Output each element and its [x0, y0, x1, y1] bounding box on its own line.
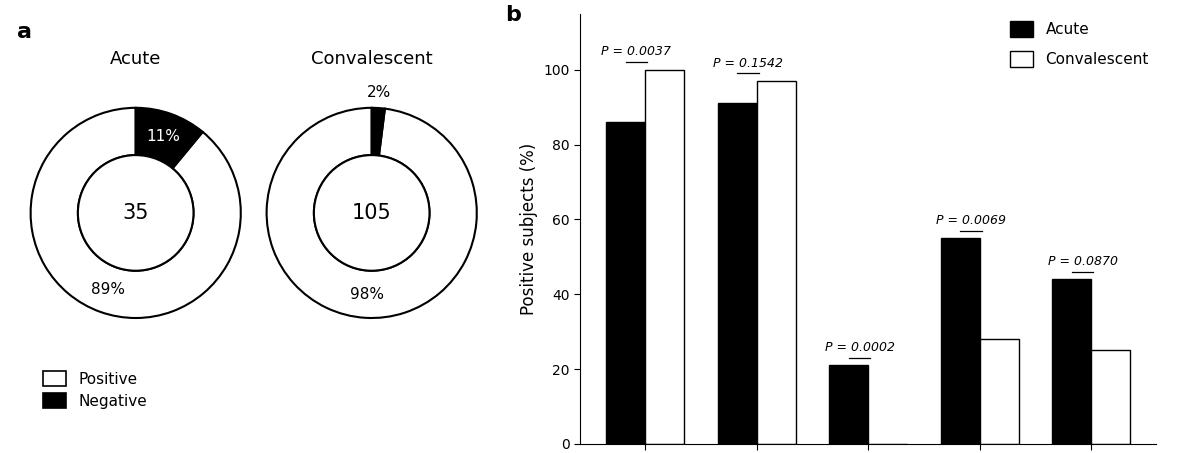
- Y-axis label: Positive subjects (%): Positive subjects (%): [519, 143, 538, 315]
- Bar: [607, 122, 645, 444]
- Bar: [830, 366, 868, 444]
- Bar: [940, 238, 979, 444]
- Bar: [1092, 350, 1130, 444]
- Circle shape: [314, 155, 430, 271]
- Bar: [645, 70, 684, 444]
- Wedge shape: [267, 108, 477, 318]
- Bar: [979, 339, 1018, 444]
- Circle shape: [78, 155, 194, 271]
- Text: 89%: 89%: [91, 282, 125, 297]
- Text: 35: 35: [123, 203, 149, 223]
- Text: b: b: [505, 5, 520, 25]
- Text: P = 0.0002: P = 0.0002: [825, 341, 894, 354]
- Text: Convalescent: Convalescent: [310, 50, 433, 68]
- Text: 11%: 11%: [146, 129, 181, 144]
- Wedge shape: [372, 108, 385, 155]
- Bar: [717, 103, 756, 444]
- Text: 105: 105: [352, 203, 392, 223]
- Text: P = 0.0069: P = 0.0069: [936, 214, 1007, 227]
- Text: 2%: 2%: [367, 85, 392, 100]
- Wedge shape: [31, 108, 241, 318]
- Legend: Acute, Convalescent: Acute, Convalescent: [1010, 21, 1149, 67]
- Text: P = 0.1542: P = 0.1542: [713, 57, 784, 70]
- Text: a: a: [17, 22, 32, 42]
- Text: Acute: Acute: [110, 50, 162, 68]
- Legend: Positive, Negative: Positive, Negative: [42, 371, 148, 409]
- Text: 98%: 98%: [349, 287, 384, 302]
- Wedge shape: [136, 108, 203, 169]
- Text: P = 0.0870: P = 0.0870: [1048, 255, 1117, 268]
- Bar: [1053, 280, 1092, 444]
- Bar: [756, 81, 795, 444]
- Text: P = 0.0037: P = 0.0037: [602, 45, 671, 58]
